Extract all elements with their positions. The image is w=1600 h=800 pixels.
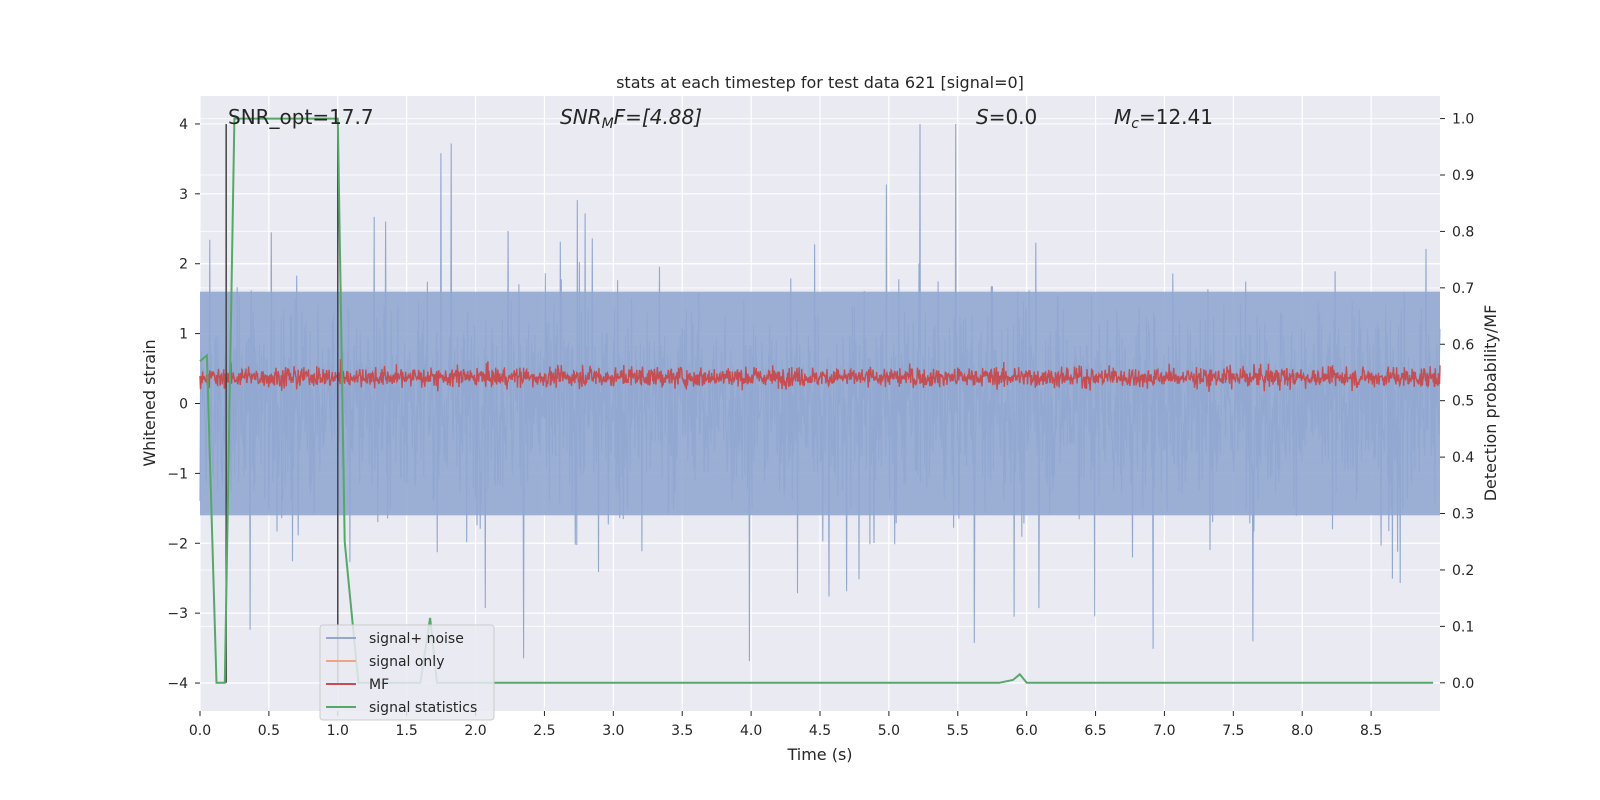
series-mf	[199, 358, 1441, 392]
annotation-mc-rest: =12.41	[1139, 105, 1213, 129]
mf-line	[199, 358, 1441, 392]
x-axis-label: Time (s)	[786, 745, 852, 764]
y-right-tick-label-9: 0.9	[1452, 168, 1474, 184]
annotation-s-main: S	[976, 105, 989, 129]
y-tick-label-5: 1	[179, 327, 188, 343]
legend-label-signal-only: signal only	[369, 654, 444, 670]
x-tick-label-0: 0.0	[189, 723, 211, 739]
series-signal-noise	[199, 123, 1441, 662]
y-right-tick-label-8: 0.8	[1452, 224, 1474, 240]
y-tick-label-8: 4	[179, 117, 188, 133]
annotation-s-rest: =0.0	[989, 105, 1038, 129]
x-tick-label-2: 1.0	[327, 723, 349, 739]
chart-title: stats at each timestep for test data 621…	[616, 73, 1024, 92]
annotation-snr-mf: SNRMF=[4.88]	[560, 105, 702, 132]
x-tick-label-14: 7.0	[1153, 723, 1175, 739]
annotation-snr-mf-sub: M	[602, 116, 614, 132]
y-axis-ticks: −4 −3 −2 −1 0 1 2 3 4	[167, 117, 200, 692]
y-tick-label-0: −4	[167, 676, 188, 692]
annotation-mc-sub: c	[1131, 116, 1139, 132]
y-right-tick-label-0: 0.0	[1452, 676, 1474, 692]
legend-label-signal-statistics: signal statistics	[369, 700, 477, 716]
y-axis-right-label: Detection probability/MF	[1481, 305, 1500, 502]
x-tick-label-7: 3.5	[671, 723, 693, 739]
y-tick-label-6: 2	[179, 257, 188, 273]
annotation-snr-opt: SNR_opt=17.7	[228, 105, 374, 129]
x-tick-label-10: 5.0	[878, 723, 900, 739]
y-right-tick-label-7: 0.7	[1452, 281, 1474, 297]
x-tick-label-3: 1.5	[396, 723, 418, 739]
legend-box	[319, 624, 495, 721]
signal-noise-line	[199, 123, 1441, 662]
y-axis-label: Whitened strain	[140, 339, 159, 466]
y-tick-label-1: −3	[167, 606, 188, 622]
legend: signal+ noise signal only MF signal stat…	[319, 624, 495, 721]
x-tick-label-13: 6.5	[1084, 723, 1106, 739]
x-tick-label-16: 8.0	[1291, 723, 1313, 739]
x-tick-label-5: 2.5	[533, 723, 555, 739]
y-right-tick-label-3: 0.3	[1452, 507, 1474, 523]
x-tick-label-9: 4.5	[809, 723, 831, 739]
legend-label-mf: MF	[369, 677, 389, 693]
annotation-snr-mf-main: SNR	[560, 105, 602, 129]
y-tick-label-7: 3	[179, 187, 188, 203]
x-tick-label-11: 5.5	[947, 723, 969, 739]
y-tick-label-4: 0	[179, 397, 188, 413]
y-right-tick-label-6: 0.6	[1452, 337, 1474, 353]
y-right-tick-label-2: 0.2	[1452, 563, 1474, 579]
x-tick-label-4: 2.0	[464, 723, 486, 739]
x-tick-label-12: 6.0	[1016, 723, 1038, 739]
annotation-snr-mf-rest: F=[4.88]	[614, 105, 702, 129]
x-tick-label-6: 3.0	[602, 723, 624, 739]
y-right-tick-label-10: 1.0	[1452, 112, 1474, 128]
x-axis-ticks: 0.0 0.5 1.0 1.5 2.0 2.5 3.0 3.5 4.0 4.5 5.0 5.5 6.0 6…	[189, 711, 1382, 739]
annotation-s: S=0.0	[976, 105, 1037, 129]
x-tick-label-17: 8.5	[1360, 723, 1382, 739]
y-right-tick-label-5: 0.5	[1452, 394, 1474, 410]
y-axis-right-ticks: 0.0 0.1 0.2 0.3 0.4 0.5 0.6 0.7 0.8 0.9 1.0	[1440, 112, 1474, 692]
y-tick-label-2: −2	[167, 536, 188, 552]
y-tick-label-3: −1	[167, 466, 188, 482]
y-right-tick-label-1: 0.1	[1452, 619, 1474, 635]
x-tick-label-1: 0.5	[258, 723, 280, 739]
x-tick-label-15: 7.5	[1222, 723, 1244, 739]
y-right-tick-label-4: 0.4	[1452, 450, 1474, 466]
annotation-mc-main: M	[1114, 105, 1131, 129]
legend-label-signal-noise: signal+ noise	[369, 631, 464, 647]
x-tick-label-8: 4.0	[740, 723, 762, 739]
annotation-mc: Mc=12.41	[1114, 105, 1213, 132]
